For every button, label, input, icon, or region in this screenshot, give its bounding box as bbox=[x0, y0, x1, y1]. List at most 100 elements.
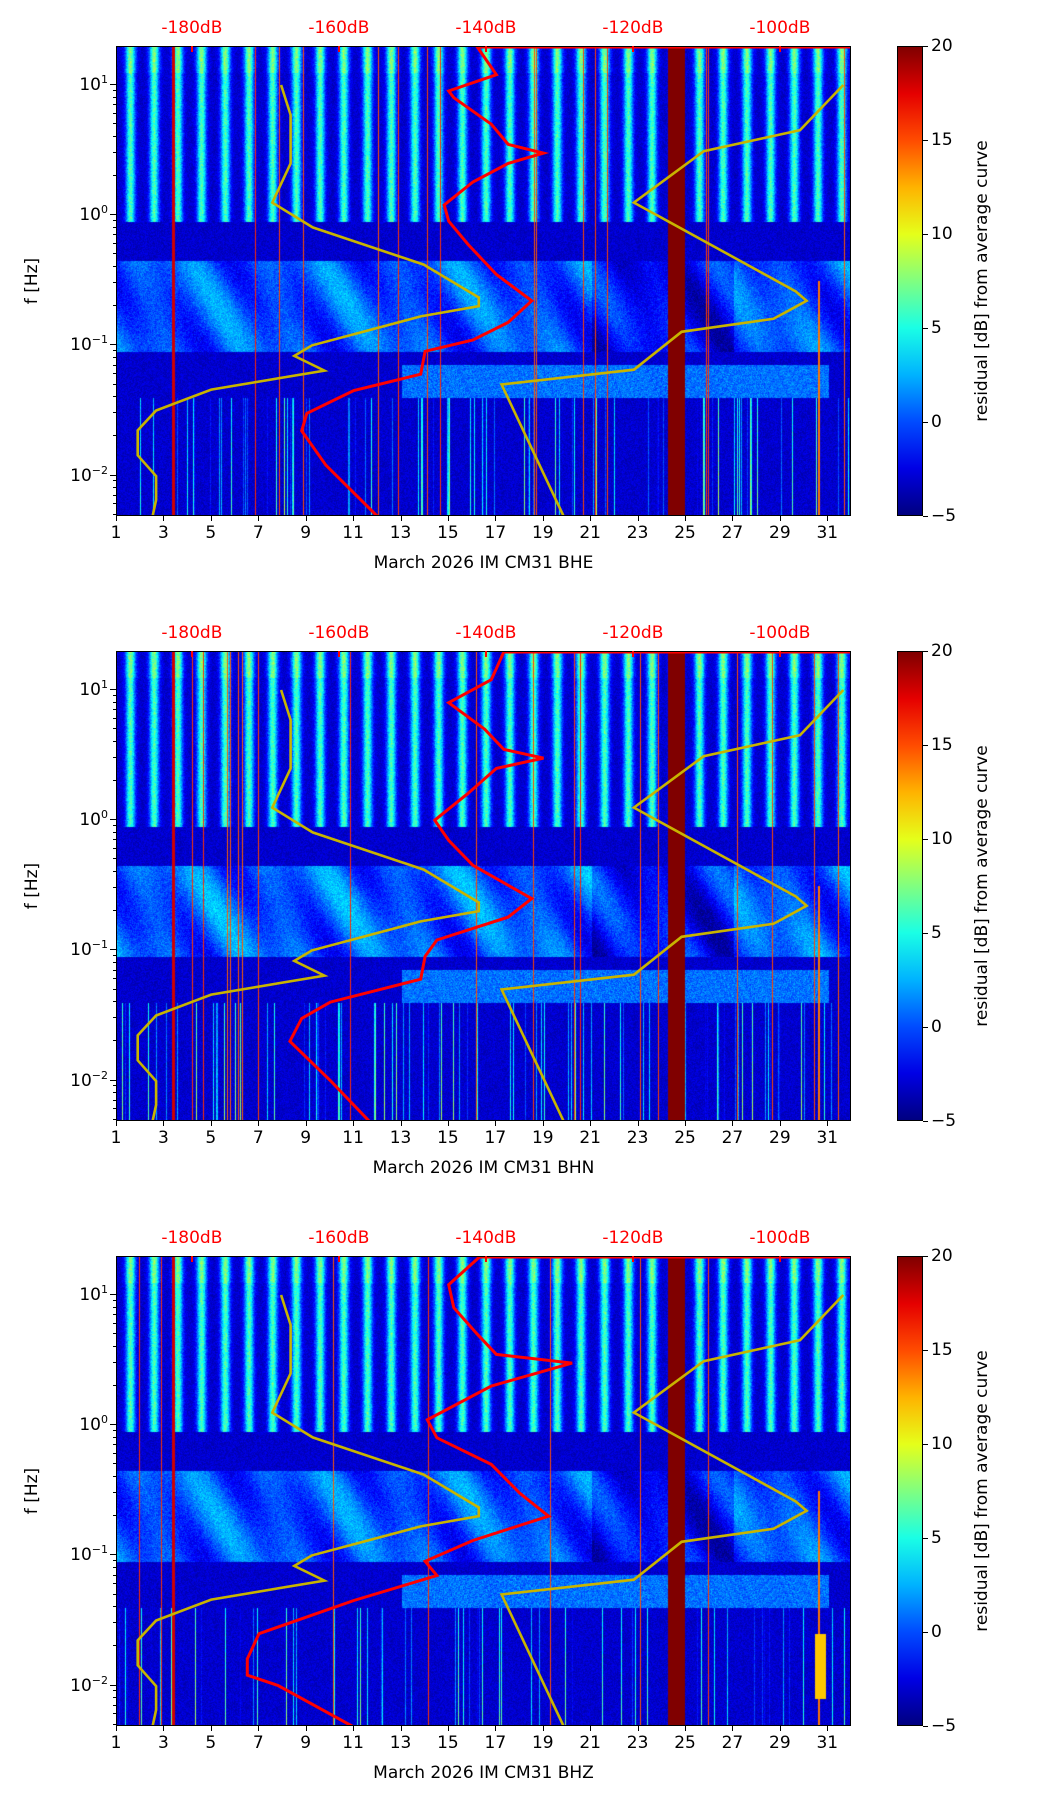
y-minor-tick bbox=[113, 709, 116, 711]
y-minor-tick bbox=[113, 887, 116, 889]
y-minor-tick bbox=[113, 364, 116, 366]
x-tick-label: 7 bbox=[252, 523, 264, 543]
x-tick-label: 13 bbox=[389, 523, 412, 543]
y-minor-tick bbox=[113, 1475, 116, 1477]
y-minor-tick bbox=[113, 487, 116, 489]
db-tick-label: -140dB bbox=[455, 623, 517, 643]
plot-area bbox=[116, 46, 851, 516]
colorbar-tick-label: 15 bbox=[931, 735, 953, 755]
colorbar-tick-label: 20 bbox=[931, 641, 953, 661]
y-minor-tick bbox=[113, 253, 116, 255]
x-tick-mark bbox=[305, 1726, 307, 1731]
y-minor-tick bbox=[113, 1606, 116, 1608]
y-tick-base: 10 bbox=[70, 940, 92, 961]
y-minor-tick bbox=[113, 135, 116, 137]
x-tick-label: 27 bbox=[721, 1733, 744, 1753]
y-minor-tick bbox=[113, 1345, 116, 1347]
y-tick-base: 10 bbox=[70, 335, 92, 356]
db-tick-mark bbox=[631, 46, 634, 52]
y-minor-tick bbox=[113, 969, 116, 971]
db-tick-label: -100dB bbox=[749, 623, 811, 643]
x-tick-mark bbox=[353, 1726, 355, 1731]
y-minor-tick bbox=[113, 701, 116, 703]
y-axis-title: f [Hz] bbox=[22, 257, 42, 305]
y-tick-exponent: 0 bbox=[101, 203, 108, 217]
y-tick-base: 10 bbox=[79, 205, 101, 226]
y-minor-tick bbox=[113, 1385, 116, 1386]
colorbar-tick-label: 0 bbox=[931, 1622, 942, 1642]
y-tick-base: 10 bbox=[70, 1070, 92, 1091]
y-minor-tick bbox=[113, 955, 116, 957]
x-tick-mark bbox=[116, 1121, 117, 1126]
x-tick-mark bbox=[353, 516, 355, 521]
y-tick-base: 10 bbox=[70, 465, 92, 486]
x-axis-title: March 2026 IM CM31 BHN bbox=[372, 1158, 595, 1178]
db-tick-label: -180dB bbox=[161, 1228, 223, 1248]
x-tick-mark bbox=[210, 1726, 212, 1731]
x-tick-label: 25 bbox=[674, 1128, 696, 1148]
colorbar-tick-label: −5 bbox=[931, 506, 957, 526]
colorbar-tick-label: 5 bbox=[931, 1528, 942, 1548]
y-minor-tick bbox=[113, 96, 116, 98]
y-minor-tick bbox=[113, 1099, 116, 1101]
y-tick-mark bbox=[110, 344, 116, 346]
x-tick-mark bbox=[637, 1121, 639, 1126]
x-tick-mark bbox=[210, 516, 212, 521]
db-tick-label: -140dB bbox=[455, 1228, 517, 1248]
db-tick-mark bbox=[778, 46, 781, 52]
y-minor-tick bbox=[113, 1299, 116, 1301]
x-tick-label: 3 bbox=[157, 1733, 169, 1753]
x-tick-label: 9 bbox=[300, 523, 312, 543]
spectrogram-panel-1: -180dB -160dB -140dB -120dB -100dB 1 3 5 7 9 11 13 1… bbox=[0, 18, 1052, 646]
y-minor-tick bbox=[113, 396, 116, 398]
y-minor-tick bbox=[113, 694, 116, 696]
y-minor-tick bbox=[113, 104, 116, 106]
x-tick-mark bbox=[305, 1121, 307, 1126]
y-minor-tick bbox=[113, 1040, 116, 1042]
y-tick-mark bbox=[110, 819, 116, 821]
y-tick-mark bbox=[110, 1294, 116, 1296]
y-minor-tick bbox=[113, 910, 116, 912]
db-tick-label: -120dB bbox=[602, 1228, 664, 1248]
y-minor-tick bbox=[113, 839, 116, 841]
y-minor-tick bbox=[113, 825, 116, 827]
y-minor-tick bbox=[113, 435, 116, 437]
y-tick-mark bbox=[110, 214, 116, 216]
colorbar-title: residual [dB] from average curve bbox=[972, 1350, 992, 1632]
y-tick-base: 10 bbox=[79, 679, 101, 700]
x-tick-mark bbox=[779, 1726, 781, 1731]
y-minor-tick bbox=[113, 1453, 116, 1455]
colorbar-tick-mark bbox=[923, 1632, 928, 1633]
y-minor-tick bbox=[113, 1333, 116, 1335]
y-minor-tick bbox=[113, 1118, 116, 1120]
colorbar-tick-mark bbox=[923, 1444, 928, 1445]
spectrogram-panel-2: -180dB -160dB -140dB -120dB -100dB 1 3 5 7 9 11 13 1… bbox=[0, 623, 1052, 1251]
x-tick-mark bbox=[637, 1726, 639, 1731]
y-minor-tick bbox=[113, 1306, 116, 1308]
db-tick-mark bbox=[631, 651, 634, 657]
x-tick-label: 15 bbox=[437, 1128, 459, 1148]
colorbar bbox=[897, 1256, 923, 1726]
y-tick-exponent: 1 bbox=[101, 678, 108, 692]
y-minor-tick bbox=[113, 305, 116, 307]
db-tick-label: -180dB bbox=[161, 623, 223, 643]
x-tick-label: 25 bbox=[674, 1733, 696, 1753]
y-minor-tick bbox=[113, 373, 116, 375]
y-tick-label: 10−1 bbox=[70, 334, 108, 356]
db-tick-mark bbox=[337, 1256, 340, 1262]
x-tick-mark bbox=[163, 1726, 165, 1731]
y-tick-label: 101 bbox=[79, 73, 108, 95]
x-tick-mark bbox=[779, 1121, 781, 1126]
y-minor-tick bbox=[113, 89, 116, 91]
x-tick-mark bbox=[258, 1726, 260, 1731]
colorbar-tick-mark bbox=[923, 839, 928, 840]
colorbar-tick-label: −5 bbox=[931, 1716, 957, 1736]
plot-area bbox=[116, 651, 851, 1121]
db-tick-mark bbox=[484, 1256, 487, 1262]
colorbar-tick-label: 0 bbox=[931, 412, 942, 432]
y-tick-label: 10−1 bbox=[70, 939, 108, 961]
x-tick-label: 3 bbox=[157, 1128, 169, 1148]
colorbar-tick-mark bbox=[923, 46, 928, 47]
y-tick-base: 10 bbox=[79, 1284, 101, 1305]
